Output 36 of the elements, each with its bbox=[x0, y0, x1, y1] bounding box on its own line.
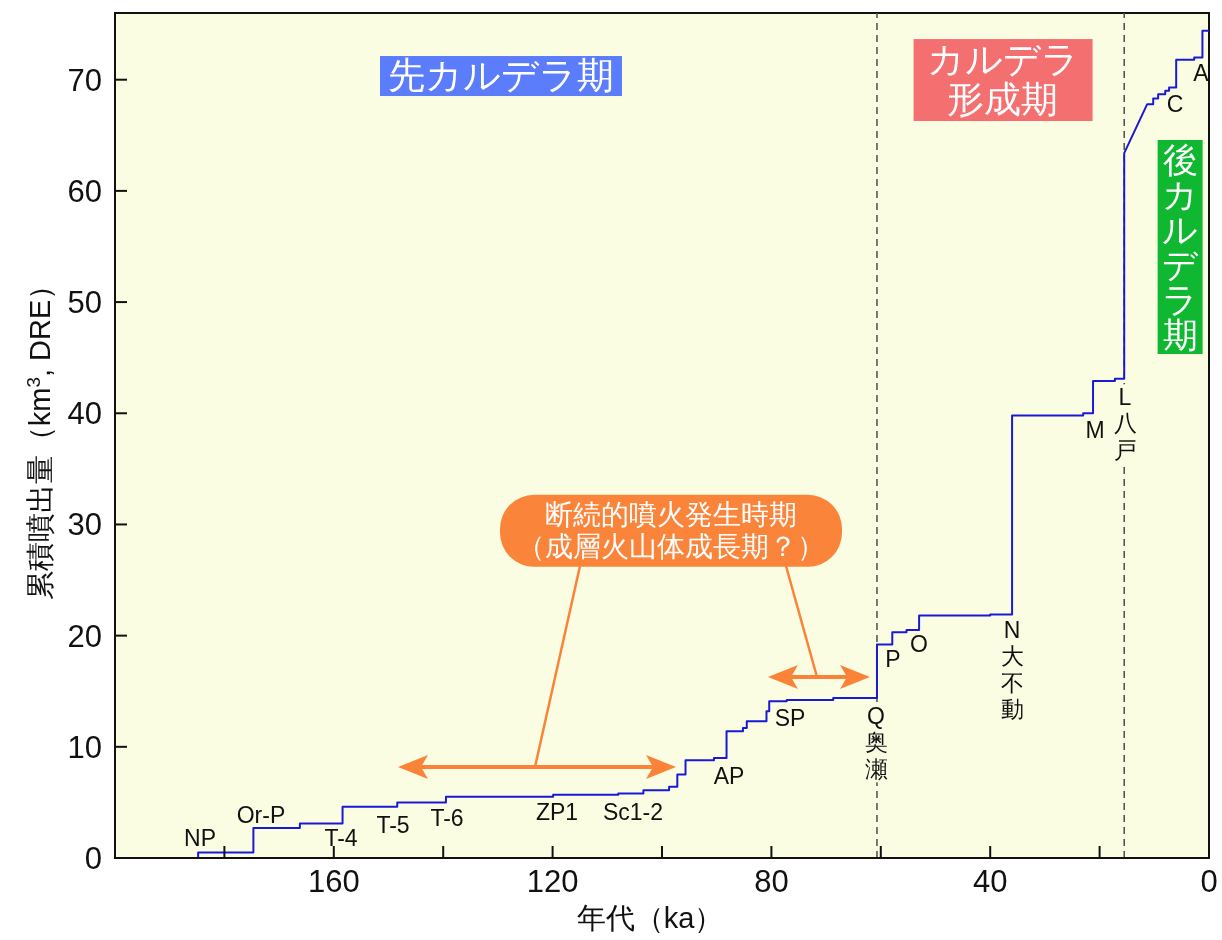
annotation: C bbox=[1166, 90, 1184, 118]
annotation: SP bbox=[774, 704, 806, 732]
x-tick-label: 160 bbox=[307, 864, 360, 900]
y-tick-label: 0 bbox=[84, 841, 102, 877]
y-tick-label: 40 bbox=[67, 396, 102, 432]
annotation: Or-P bbox=[236, 801, 286, 829]
annotation: 先カルデラ期 bbox=[380, 55, 622, 97]
annotation: O bbox=[910, 630, 928, 658]
y-tick-label: 50 bbox=[67, 285, 102, 321]
annotation: AP bbox=[713, 762, 745, 790]
y-tick-label: 10 bbox=[67, 729, 102, 765]
annotation: A bbox=[1193, 59, 1209, 87]
annotation: T-4 bbox=[324, 824, 358, 852]
annotation: カルデラ形成期 bbox=[913, 39, 1093, 121]
y-tick-label: 70 bbox=[67, 62, 102, 98]
y-tick-label: 20 bbox=[67, 618, 102, 654]
annotation: 後カルデラ期 bbox=[1157, 140, 1203, 354]
annotation: Sc1-2 bbox=[602, 798, 664, 826]
annotation: M bbox=[1085, 416, 1105, 444]
annotation: ZP1 bbox=[535, 798, 579, 826]
annotation: N大不動 bbox=[998, 617, 1026, 723]
x-tick-label: 120 bbox=[526, 864, 579, 900]
annotation: （成層火山体成長期？） bbox=[517, 531, 825, 564]
x-tick-label: 40 bbox=[972, 864, 1008, 900]
annotation: P bbox=[885, 645, 901, 673]
x-tick-label: 0 bbox=[1200, 864, 1218, 900]
annotation: L八戸 bbox=[1111, 384, 1139, 464]
annotation: 断続的噴火発生時期 bbox=[544, 498, 798, 531]
annotation: T-6 bbox=[430, 804, 464, 832]
annotation: NP bbox=[184, 824, 216, 852]
y-tick-label: 30 bbox=[67, 507, 102, 543]
x-axis-title: 年代（ka） bbox=[576, 902, 724, 934]
x-tick-label: 80 bbox=[754, 864, 789, 900]
y-tick-label: 60 bbox=[67, 173, 102, 209]
annotation: T-5 bbox=[376, 811, 410, 839]
annotation: Q奥瀬 bbox=[862, 703, 890, 783]
